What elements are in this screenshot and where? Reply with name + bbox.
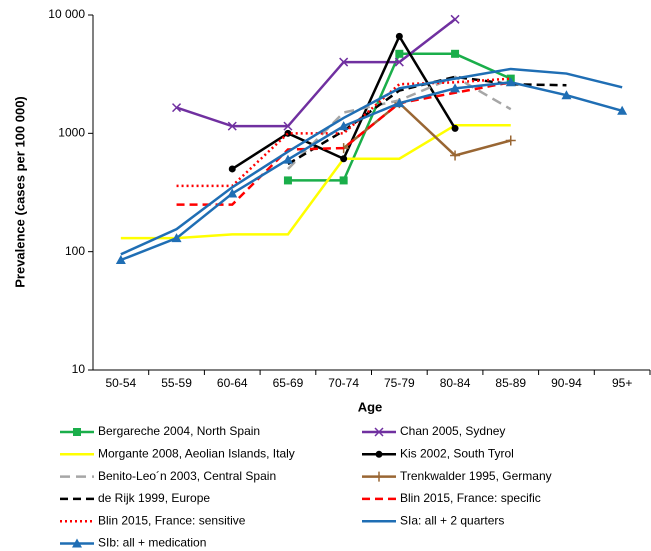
marker	[338, 121, 349, 131]
series-line	[120, 124, 511, 240]
marker	[339, 57, 349, 67]
marker	[73, 428, 81, 436]
y-tick-label: 10 000	[48, 7, 85, 21]
legend-label: SIa: all + 2 quarters	[400, 513, 504, 527]
marker	[451, 124, 459, 132]
legend-label: Blin 2015, France: sensitive	[98, 513, 246, 527]
x-tick-label: 55-59	[161, 376, 192, 390]
marker	[339, 176, 348, 185]
marker	[374, 471, 384, 482]
legend-label: Trenkwalder 1995, Germany	[400, 469, 552, 483]
marker	[374, 427, 384, 437]
x-tick-label: 70-74	[328, 376, 359, 390]
marker	[450, 83, 461, 93]
marker	[72, 538, 82, 548]
x-tick-label: 90-94	[551, 376, 582, 390]
marker	[340, 155, 348, 163]
marker	[617, 105, 628, 115]
series-line	[176, 18, 456, 128]
marker	[283, 176, 292, 185]
series-line	[287, 52, 512, 182]
marker	[284, 129, 292, 137]
marker	[450, 150, 461, 161]
series-line	[176, 77, 511, 188]
marker	[227, 188, 238, 198]
series-line	[120, 67, 623, 256]
marker	[172, 103, 182, 113]
marker	[171, 233, 182, 243]
legend-label: Benito-Leo´n 2003, Central Spain	[98, 469, 276, 483]
marker	[228, 165, 236, 173]
legend-label: de Rijk 1999, Europe	[98, 491, 210, 505]
marker	[394, 57, 404, 67]
marker	[394, 98, 405, 108]
marker	[395, 49, 404, 58]
marker	[283, 121, 293, 131]
legend-label: Chan 2005, Sydney	[400, 424, 505, 438]
x-tick-label: 50-54	[105, 376, 136, 390]
y-tick-label: 100	[65, 244, 85, 258]
marker	[375, 450, 383, 458]
x-tick-label: 95+	[612, 376, 632, 390]
marker	[395, 32, 403, 40]
x-tick-label: 60-64	[217, 376, 248, 390]
x-axis-title: Age	[358, 399, 383, 414]
marker	[505, 135, 516, 146]
x-tick-label: 80-84	[440, 376, 471, 390]
legend-label: Morgante 2008, Aeolian Islands, Italy	[98, 446, 295, 460]
legend-label: SIb: all + medication	[98, 536, 206, 550]
x-tick-label: 85-89	[495, 376, 526, 390]
legend-label: Blin 2015, France: specific	[400, 491, 541, 505]
marker	[451, 49, 460, 58]
x-tick-label: 65-69	[273, 376, 304, 390]
marker	[115, 255, 126, 265]
y-axis-title: Prevalence (cases per 100 000)	[12, 96, 27, 288]
series-line	[120, 81, 623, 262]
marker	[282, 154, 293, 164]
x-tick-label: 75-79	[384, 376, 415, 390]
y-tick-label: 10	[72, 362, 86, 376]
legend-label: Bergareche 2004, North Spain	[98, 424, 260, 438]
marker	[561, 90, 572, 100]
legend-label: Kis 2002, South Tyrol	[400, 446, 514, 460]
y-tick-label: 1000	[58, 126, 85, 140]
marker	[227, 121, 237, 131]
series-line	[176, 81, 511, 206]
marker	[505, 77, 516, 87]
marker	[450, 14, 460, 24]
